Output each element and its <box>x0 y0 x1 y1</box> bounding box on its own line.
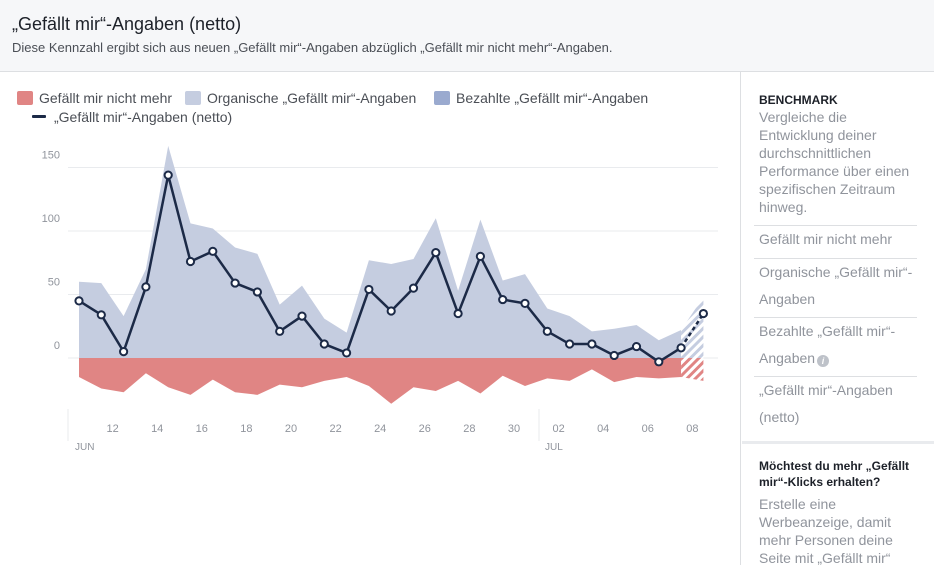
x-tick-label: 30 <box>508 423 520 435</box>
y-tick-label-50: 50 <box>48 277 60 289</box>
net-likes-point <box>74 296 84 306</box>
legend-item-paid[interactable]: Bezahlte „Gefällt mir“-Angaben <box>434 90 648 106</box>
page-title: „Gefällt mir“-Angaben (netto) <box>12 14 242 34</box>
net-likes-line <box>78 173 682 364</box>
x-tick-label: 16 <box>196 423 208 435</box>
legend-item-unlikes[interactable]: Gefällt mir nicht mehr <box>17 90 172 106</box>
net-likes-point <box>185 256 196 267</box>
net-likes-point <box>654 357 664 367</box>
net-likes-point <box>609 350 619 361</box>
organic-likes-area <box>79 145 682 358</box>
month-label-jul: JUL <box>545 442 563 453</box>
x-tick-label: 04 <box>597 423 609 435</box>
x-tick-label: 06 <box>642 423 654 435</box>
benchmark-item-paid-label: Bezahlte „Gefällt mir“-Angaben <box>759 323 896 366</box>
benchmark-item-organic[interactable]: Organische „Gefällt mir“-Angaben <box>759 264 913 307</box>
x-tick-label: 12 <box>106 423 118 435</box>
net-likes-point <box>252 287 262 297</box>
net-line-layer <box>74 170 709 367</box>
net-likes-point <box>386 306 396 316</box>
x-tick-label: 18 <box>240 423 252 435</box>
net-likes-point <box>453 308 463 319</box>
x-tick-label: 22 <box>329 423 341 435</box>
legend-swatch-paid <box>434 91 450 105</box>
x-tick-label: 20 <box>285 423 297 435</box>
benchmark-description: Vergleiche die Entwicklung deiner durchs… <box>759 109 910 215</box>
net-likes-chart: 0 50 100 150 12 14 16 18 20 22 24 26 28 30 02 04 06 08 JUN… <box>42 145 718 454</box>
net-likes-point <box>431 247 441 258</box>
legend-label-paid: Bezahlte „Gefällt mir“-Angaben <box>456 90 649 106</box>
net-likes-point <box>542 326 552 336</box>
legend-label-net: „Gefällt mir“-Angaben (netto) <box>54 109 233 125</box>
net-likes-point <box>631 341 642 352</box>
y-tick-label-150: 150 <box>42 150 60 162</box>
legend-item-organic[interactable]: Organische „Gefällt mir“-Angaben <box>185 90 416 106</box>
legend-swatch-organic <box>185 91 201 105</box>
net-likes-point <box>565 339 575 349</box>
net-likes-point <box>587 339 597 349</box>
net-likes-point <box>520 298 530 308</box>
legend-item-net[interactable]: „Gefällt mir“-Angaben (netto) <box>32 109 232 125</box>
net-likes-point <box>275 326 285 336</box>
section-separator <box>742 441 934 444</box>
divider <box>754 376 917 377</box>
x-tick-label: 14 <box>151 423 163 435</box>
net-likes-point <box>475 251 485 262</box>
page-subtitle: Diese Kennzahl ergibt sich aus neuen „Ge… <box>12 40 613 55</box>
legend-swatch-net <box>32 115 46 118</box>
y-tick-label-100: 100 <box>42 213 60 225</box>
net-likes-point <box>96 310 106 320</box>
unlikes-area-partial <box>681 358 704 381</box>
benchmark-item-unlikes[interactable]: Gefällt mir nicht mehr <box>759 231 893 247</box>
net-likes-point <box>297 311 307 321</box>
promo-title: Möchtest du mehr „Gefällt mir“-Klicks er… <box>759 459 910 489</box>
organic-likes-area-partial <box>681 297 704 358</box>
net-likes-point <box>408 283 419 293</box>
net-likes-point <box>319 339 329 349</box>
net-likes-point <box>208 246 218 256</box>
unlikes-area <box>79 358 682 404</box>
net-likes-point <box>141 282 151 292</box>
axis-layer: 0 50 100 150 12 14 16 18 20 22 24 26 28 30 02 04 06 08 JUN… <box>42 150 699 454</box>
x-tick-label: 24 <box>374 423 386 435</box>
x-tick-label: 28 <box>463 423 475 435</box>
legend-label-organic: Organische „Gefällt mir“-Angaben <box>207 90 417 106</box>
divider <box>754 258 917 259</box>
x-tick-label: 02 <box>552 423 564 435</box>
month-label-jun: JUN <box>75 442 94 453</box>
benchmark-item-net[interactable]: „Gefällt mir“-Angaben (netto) <box>759 382 893 425</box>
page-header: „Gefällt mir“-Angaben (netto) Diese Kenn… <box>0 0 934 72</box>
net-likes-point <box>163 170 173 180</box>
legend-swatch-unlikes <box>17 91 33 105</box>
net-likes-point <box>676 343 686 353</box>
benchmark-title: BENCHMARK <box>759 93 838 107</box>
x-tick-label: 08 <box>686 423 698 435</box>
x-tick-label: 26 <box>419 423 431 435</box>
net-likes-point <box>498 294 508 305</box>
y-tick-label-0: 0 <box>54 340 60 352</box>
net-likes-point <box>230 278 240 288</box>
net-likes-point <box>698 308 709 319</box>
benchmark-item-paid[interactable]: Bezahlte „Gefällt mir“-Angaben i <box>759 318 919 372</box>
sidebar-divider <box>740 72 741 565</box>
net-likes-point <box>342 348 352 358</box>
area-layer <box>79 145 704 404</box>
info-icon[interactable]: i <box>817 355 830 367</box>
divider <box>754 317 917 318</box>
divider <box>754 225 917 226</box>
net-likes-point <box>364 284 374 295</box>
net-likes-point <box>119 347 129 357</box>
legend-label-unlikes: Gefällt mir nicht mehr <box>39 90 173 106</box>
promo-description: Erstelle eine Werbeanzeige, damit mehr P… <box>759 496 893 566</box>
